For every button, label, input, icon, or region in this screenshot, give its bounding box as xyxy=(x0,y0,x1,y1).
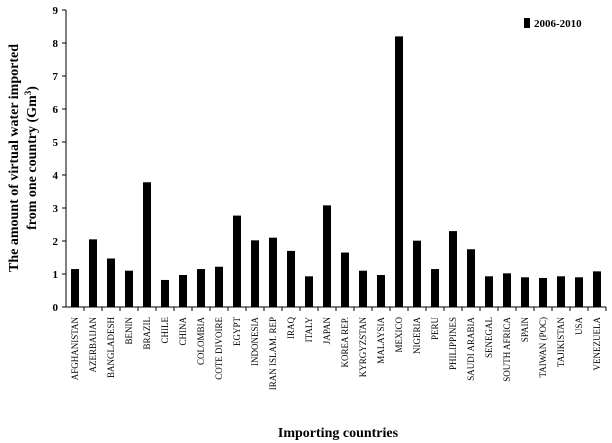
bar xyxy=(197,269,205,307)
bar xyxy=(359,270,367,307)
x-tick-label: USA xyxy=(574,317,584,336)
x-tick-label: AFGHANISTAN xyxy=(70,316,80,380)
bar xyxy=(305,276,313,307)
x-tick-label: MEXICO xyxy=(394,317,404,353)
bar xyxy=(431,269,439,307)
bar xyxy=(341,252,349,307)
bar xyxy=(107,258,115,307)
bar xyxy=(377,274,385,307)
x-tick-label: SENEGAL xyxy=(484,317,494,358)
x-tick-label: EGYPT xyxy=(232,316,242,346)
x-tick-label: MALAYSIA xyxy=(376,317,386,364)
x-tick-label: BANGLADESH xyxy=(106,317,116,379)
x-tick-label: ITALY xyxy=(304,317,314,343)
bar xyxy=(539,277,547,307)
y-axis-title-suffix: ) xyxy=(25,86,40,91)
x-tick-label: AZERBAIJAN xyxy=(88,317,98,373)
bar xyxy=(161,279,169,307)
bar xyxy=(575,277,583,307)
bar xyxy=(233,215,241,307)
bar xyxy=(449,231,457,307)
x-tick-label: JAPAN xyxy=(322,317,332,345)
y-tick-label: 3 xyxy=(53,203,59,215)
bar xyxy=(71,269,79,307)
x-tick-label: SPAIN xyxy=(520,317,530,343)
y-tick-label: 0 xyxy=(53,302,59,314)
bar xyxy=(143,182,151,307)
y-tick-label: 6 xyxy=(53,104,59,116)
x-tick-label: PHILIPPINES xyxy=(448,317,458,370)
x-tick-label: IRAN ISLAM. REP xyxy=(268,317,278,390)
x-tick-label: KOREA REP. xyxy=(340,317,350,368)
bar xyxy=(485,276,493,307)
bar xyxy=(269,237,277,307)
bar xyxy=(521,277,529,307)
x-tick-label: BENIN xyxy=(124,317,134,345)
bar xyxy=(467,249,475,307)
y-tick-label: 8 xyxy=(53,38,59,50)
legend-label: 2006-2010 xyxy=(534,18,582,30)
x-tick-label: KYRGYZSTAN xyxy=(358,317,368,378)
bar xyxy=(287,250,295,307)
bar xyxy=(215,266,223,307)
legend-swatch xyxy=(524,18,530,28)
y-tick-label: 4 xyxy=(53,170,59,182)
x-tick-label: COTE DIVOIRE xyxy=(214,317,224,380)
x-tick-label: COLOMBIA xyxy=(196,317,206,366)
bar xyxy=(179,274,187,307)
bar xyxy=(125,270,133,307)
x-tick-label: TAJIKISTAN xyxy=(556,317,566,368)
x-tick-label: TAIWAN (POC) xyxy=(538,317,548,378)
x-tick-label: VENEZUELA xyxy=(592,317,602,371)
bar xyxy=(395,36,403,308)
x-tick-label: SAUDI ARABIA xyxy=(466,317,476,381)
bar xyxy=(251,240,259,307)
y-axis-title-line1: The amount of virtual water imported xyxy=(7,44,22,272)
y-axis-title-line2: from one country (Gm xyxy=(25,95,40,230)
y-tick-label: 7 xyxy=(53,71,59,83)
y-tick-label: 1 xyxy=(53,269,59,281)
x-tick-label: INDONESIA xyxy=(250,317,260,366)
x-tick-label: SOUTH AFRICA xyxy=(502,317,512,382)
y-axis-title: The amount of virtual water imported fro… xyxy=(7,44,40,272)
y-tick-label: 2 xyxy=(53,236,59,248)
bar xyxy=(557,276,565,307)
x-tick-label: PERU xyxy=(430,317,440,341)
svg-text:The amount of virtual water im: The amount of virtual water imported xyxy=(7,44,22,272)
y-axis-title-superscript: 3 xyxy=(23,90,33,95)
legend: 2006-2010 xyxy=(524,18,582,30)
bar xyxy=(503,273,511,307)
y-tick-label: 5 xyxy=(53,137,59,149)
x-tick-label: CHILE xyxy=(160,317,170,344)
x-tick-label: BRAZIL xyxy=(142,317,152,350)
svg-text:from one country (Gm3): from one country (Gm3) xyxy=(23,86,40,230)
bar xyxy=(593,271,601,307)
x-tick-label: NIGERIA xyxy=(412,317,422,354)
x-tick-label: IRAQ xyxy=(286,317,296,339)
y-tick-label: 9 xyxy=(53,5,59,17)
x-axis-title: Importing countries xyxy=(278,426,399,441)
x-tick-label: CHINA xyxy=(178,317,188,346)
bar xyxy=(323,205,331,307)
bar xyxy=(89,239,97,307)
bar xyxy=(413,240,421,307)
